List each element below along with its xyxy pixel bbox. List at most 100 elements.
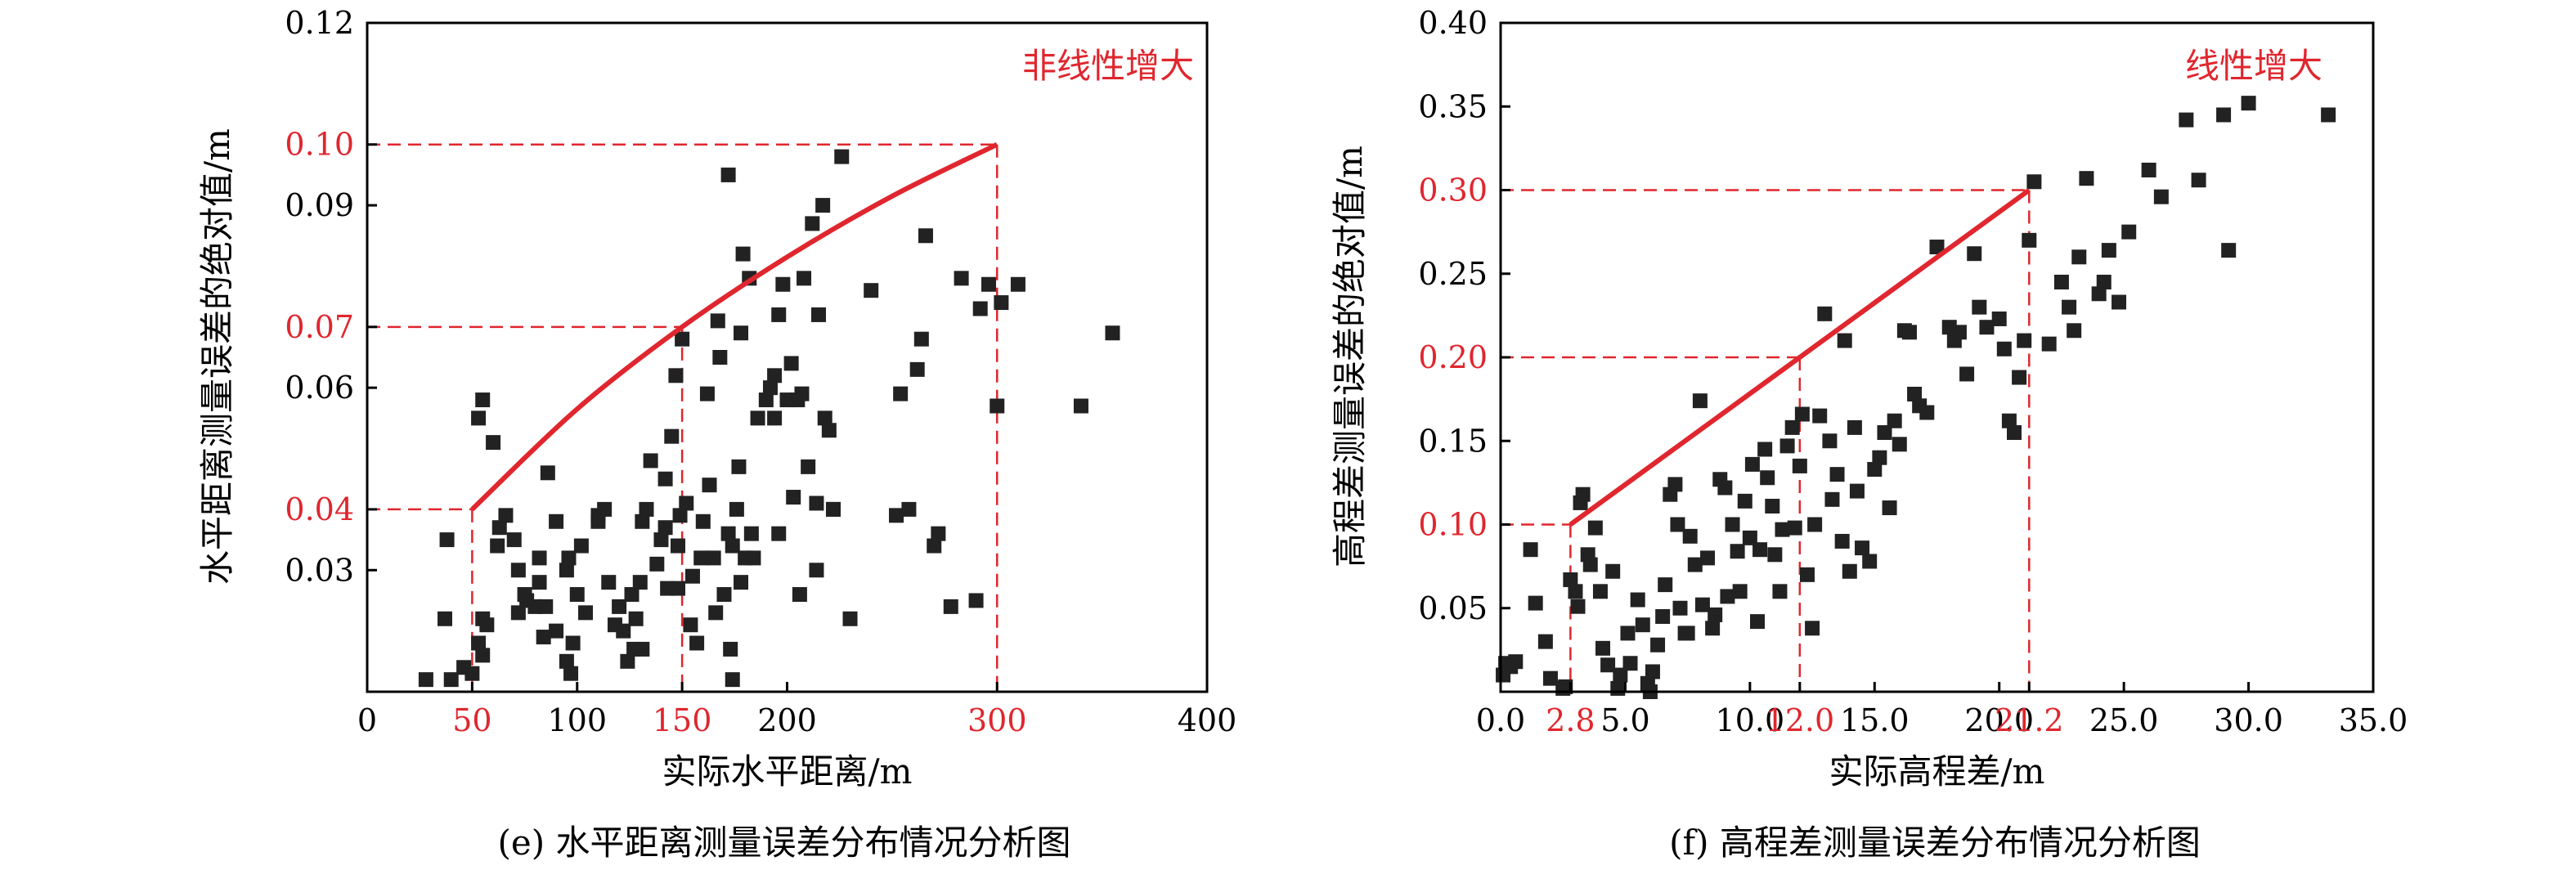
- x-tick-label: 200: [757, 702, 817, 738]
- data-point: [538, 599, 554, 614]
- data-point: [2071, 249, 2087, 265]
- data-point: [842, 611, 858, 626]
- data-point: [1708, 607, 1723, 622]
- y-tick-label: 0.12: [285, 5, 354, 41]
- data-point: [2141, 162, 2156, 177]
- x-axis-label: 实际水平距离/m: [662, 751, 913, 792]
- data-point: [809, 496, 824, 511]
- data-point: [683, 617, 698, 633]
- data-point: [486, 435, 501, 451]
- data-point: [616, 623, 631, 639]
- data-point: [2091, 286, 2107, 302]
- data-point: [746, 550, 761, 566]
- data-point: [1725, 517, 1740, 532]
- data-point: [643, 453, 658, 469]
- y-tick-label: 0.35: [1418, 88, 1488, 124]
- x-tick-label: 5.0: [1600, 702, 1649, 738]
- data-point: [1635, 617, 1650, 633]
- data-point: [1787, 520, 1802, 536]
- data-point: [2241, 96, 2256, 111]
- data-point: [475, 648, 491, 663]
- data-point: [909, 361, 925, 377]
- data-point: [1877, 425, 1892, 441]
- x-tick-label: 400: [1178, 702, 1237, 738]
- data-point: [679, 496, 694, 511]
- data-point: [972, 301, 988, 316]
- data-point: [565, 635, 581, 651]
- data-point: [1700, 550, 1716, 566]
- data-point: [762, 380, 778, 396]
- data-point: [1630, 592, 1645, 608]
- data-point: [1523, 542, 1538, 558]
- data-point: [1862, 554, 1878, 569]
- data-point: [1991, 311, 2007, 326]
- figure-caption: (f) 高程差测量误差分布情况分析图: [1669, 823, 2201, 863]
- x-tick-label: 0.0: [1476, 702, 1525, 738]
- data-point: [1737, 493, 1752, 509]
- data-point: [817, 410, 832, 426]
- x-tick-label: 30.0: [2214, 702, 2283, 738]
- data-point: [1907, 386, 1923, 401]
- data-point: [1996, 341, 2012, 357]
- data-point: [1767, 547, 1783, 563]
- data-point: [549, 513, 564, 529]
- data-point: [981, 276, 996, 292]
- data-point: [720, 526, 736, 541]
- x-tick-label: 10.0: [1716, 702, 1785, 738]
- data-point: [635, 641, 650, 657]
- y-tick-label: 0.03: [285, 552, 354, 588]
- data-point: [1073, 398, 1088, 414]
- x-tick-label: 50: [452, 702, 491, 738]
- data-point: [893, 386, 909, 401]
- data-point: [569, 587, 585, 603]
- data-point: [771, 526, 787, 541]
- data-point: [805, 216, 820, 231]
- data-point: [811, 307, 827, 322]
- data-point: [536, 630, 551, 645]
- data-point: [1645, 664, 1660, 679]
- data-point: [1655, 608, 1671, 624]
- x-tick-label: 100: [547, 702, 607, 738]
- data-point: [809, 563, 824, 578]
- data-point: [491, 520, 507, 536]
- y-tick-label: 0.40: [1418, 5, 1488, 41]
- data-point: [573, 538, 589, 554]
- data-point: [1867, 462, 1883, 478]
- data-point: [1951, 325, 1967, 340]
- data-point: [657, 471, 673, 487]
- data-point: [1568, 584, 1583, 599]
- data-point: [1812, 408, 1828, 424]
- data-point: [1682, 528, 1698, 544]
- data-point: [794, 386, 810, 401]
- data-point: [720, 167, 736, 182]
- data-point: [1575, 487, 1591, 502]
- data-point: [702, 478, 717, 493]
- trend-annotation: 线性增大: [2185, 46, 2322, 86]
- data-point: [2007, 425, 2022, 441]
- data-point: [1837, 333, 1852, 348]
- data-point: [1805, 621, 1820, 636]
- data-point: [1967, 246, 1982, 262]
- data-point: [2022, 232, 2037, 248]
- x-tick-label: 35.0: [2339, 702, 2408, 738]
- data-point: [1622, 656, 1638, 671]
- data-point: [797, 271, 812, 286]
- data-point: [825, 501, 841, 517]
- x-axis-label: 实际高程差/m: [1829, 751, 2045, 792]
- data-point: [418, 672, 433, 688]
- x-tick-label: 20.0: [1964, 702, 2034, 738]
- data-point: [668, 368, 684, 383]
- data-point: [1694, 597, 1710, 612]
- data-point: [1587, 520, 1603, 536]
- x-tick-label: 150: [653, 702, 712, 738]
- data-point: [675, 331, 690, 347]
- data-point: [649, 556, 665, 572]
- data-point: [729, 501, 744, 517]
- data-point: [1750, 614, 1766, 630]
- data-point: [2179, 112, 2194, 128]
- x-tick-label: 300: [967, 702, 1027, 738]
- data-point: [2053, 274, 2069, 289]
- data-point: [670, 538, 685, 554]
- data-point: [1717, 480, 1733, 496]
- y-tick-label: 0.30: [1418, 173, 1488, 209]
